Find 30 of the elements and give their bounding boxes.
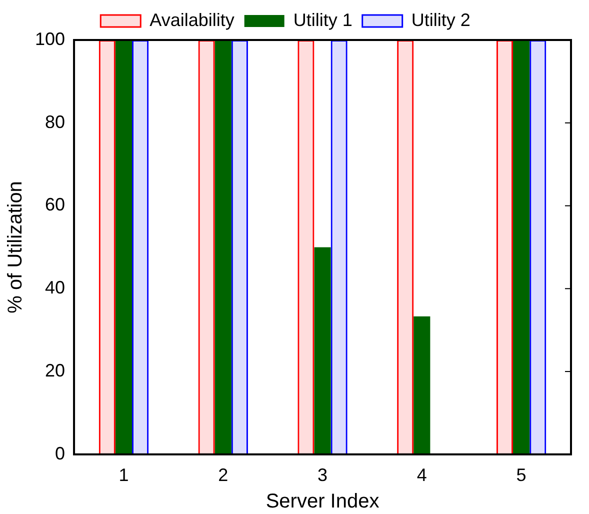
y-tick-label: 0 bbox=[55, 443, 66, 464]
x-tick-label: 5 bbox=[516, 465, 526, 486]
x-tick-label: 4 bbox=[416, 465, 427, 486]
legend-label: Availability bbox=[150, 10, 234, 30]
bar bbox=[496, 40, 514, 454]
bar bbox=[198, 40, 215, 454]
bar bbox=[513, 40, 530, 454]
bar bbox=[298, 40, 314, 454]
bar bbox=[98, 40, 116, 454]
y-tick-label: 80 bbox=[45, 112, 66, 132]
bar bbox=[330, 40, 348, 454]
bar bbox=[314, 247, 331, 454]
y-tick-label: 100 bbox=[34, 28, 66, 49]
x-tick-label: 3 bbox=[318, 465, 328, 486]
legend-label: Utility 1 bbox=[293, 10, 352, 30]
x-axis-title: Server Index bbox=[266, 490, 380, 513]
y-axis-title: % of Utilization bbox=[4, 181, 27, 314]
bar bbox=[132, 40, 149, 454]
y-tick-label: 40 bbox=[45, 278, 66, 298]
y-tick-label: 20 bbox=[45, 360, 66, 380]
bar bbox=[530, 40, 546, 454]
x-tick-label: 1 bbox=[118, 465, 129, 486]
bar bbox=[115, 40, 132, 454]
legend-label: Utility 2 bbox=[411, 10, 470, 30]
bar bbox=[214, 40, 232, 454]
bar bbox=[397, 40, 414, 454]
x-tick-label: 2 bbox=[218, 465, 228, 486]
y-tick-label: 60 bbox=[45, 194, 66, 215]
bar bbox=[231, 40, 248, 454]
bar bbox=[414, 316, 430, 454]
